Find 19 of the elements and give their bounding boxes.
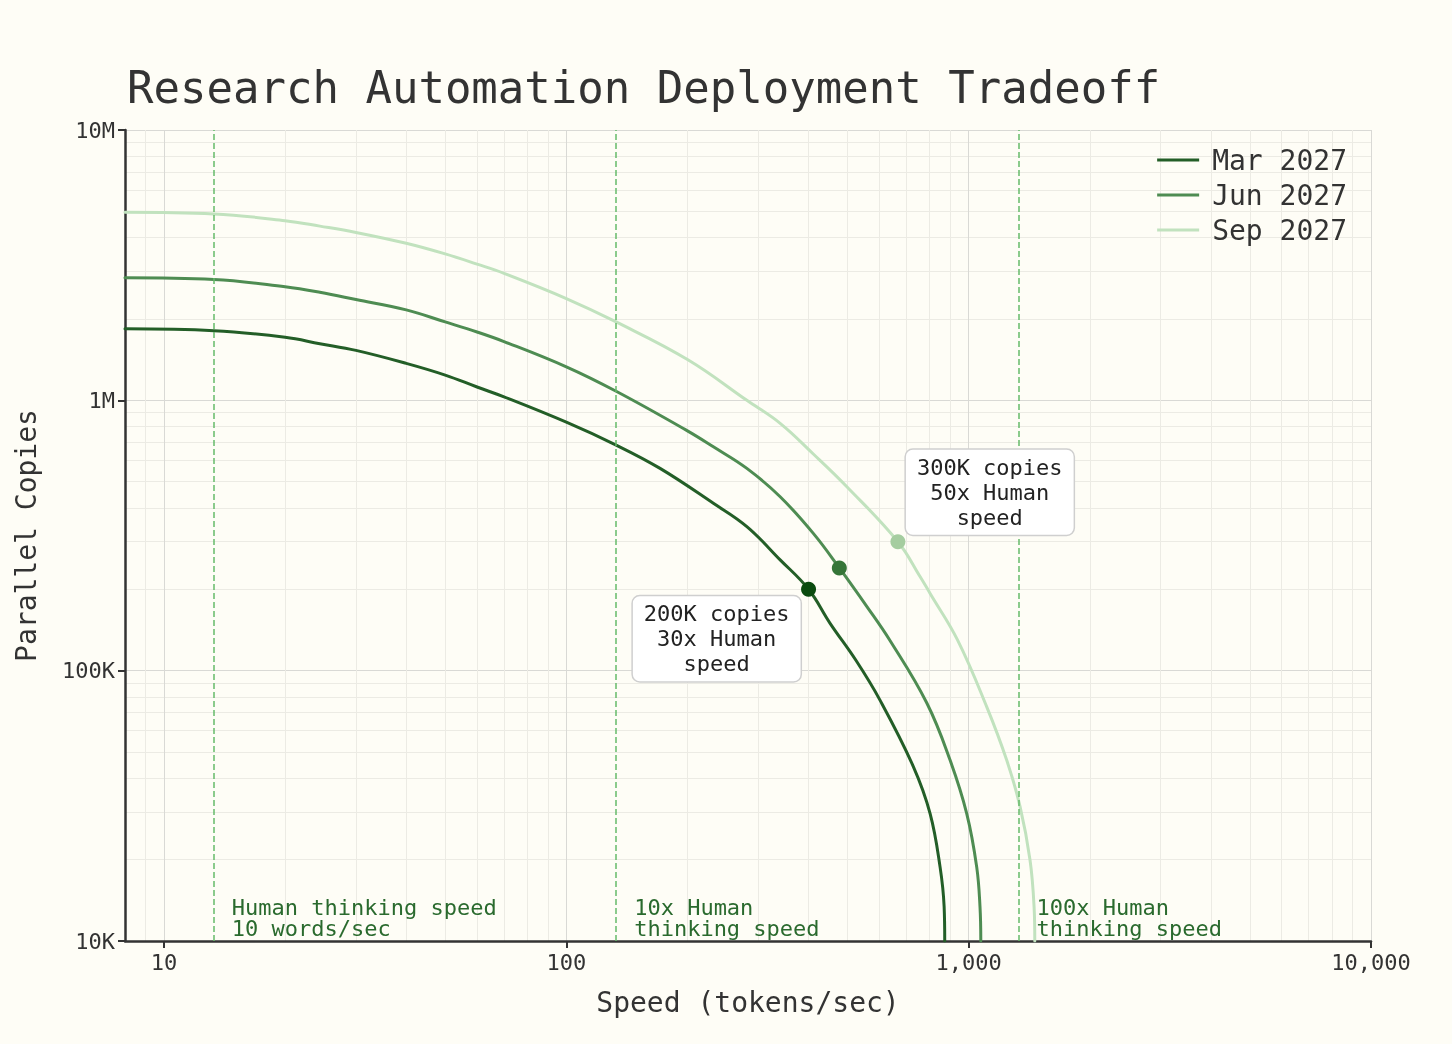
x-tick-label: 100: [546, 949, 587, 975]
y-tick-label: 10M: [75, 117, 115, 143]
x-tick-label: 1,000: [935, 949, 1002, 975]
ref-line-label: 100x Human thinking speed: [1036, 895, 1222, 941]
y-tick-label: 10K: [75, 928, 116, 954]
x-axis-title: Speed (tokens/sec): [596, 985, 900, 1019]
y-tick-label: 1M: [88, 387, 115, 413]
ref-line-label: Human thinking speed 10 words/sec: [231, 895, 497, 941]
x-tick-label: 10,000: [1331, 949, 1411, 975]
legend-label: Mar 2027: [1212, 143, 1347, 177]
y-axis-title: Parallel Copies: [9, 409, 43, 662]
annotation: 200K copies 30x Human speed: [643, 601, 790, 677]
ref-line-label: 10x Human thinking speed: [634, 895, 820, 941]
x-tick-label: 10: [150, 949, 178, 975]
chart-title: Research Automation Deployment Tradeoff: [127, 61, 1161, 113]
legend-label: Sep 2027: [1212, 213, 1347, 247]
y-tick-label: 100K: [62, 658, 116, 684]
annotation: 300K copies 50x Human speed: [916, 454, 1063, 530]
legend-label: Jun 2027: [1212, 178, 1347, 212]
